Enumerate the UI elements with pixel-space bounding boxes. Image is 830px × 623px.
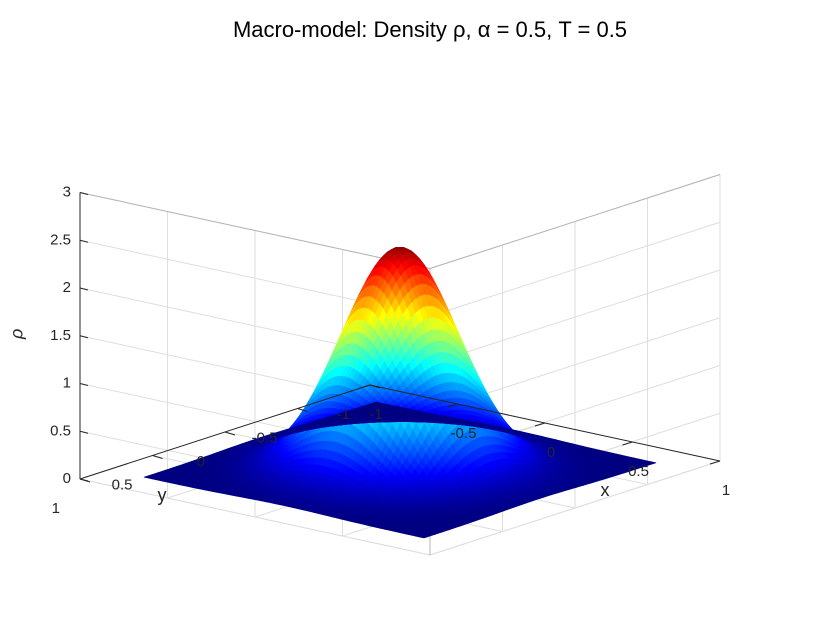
box-edge	[429, 174, 721, 269]
z-tick-label: 0	[63, 470, 71, 487]
x-tick-mark	[709, 460, 721, 465]
y-axis-label: y	[158, 485, 167, 505]
z-tick-label: 1.5	[50, 327, 71, 344]
z-axis-label: ρ	[7, 329, 27, 340]
x-tick-label: 0	[547, 444, 555, 461]
x-tick-mark	[622, 441, 633, 446]
box-edge	[79, 192, 431, 269]
x-tick-label: -0.5	[451, 425, 477, 442]
x-tick-label: 0.5	[628, 463, 649, 480]
surface-layer	[143, 247, 657, 539]
z-tick-label: 0.5	[50, 422, 71, 439]
y-tick-label: 0.5	[112, 476, 133, 493]
y-tick-label: -1	[337, 406, 350, 423]
y-tick-label: 0	[197, 453, 205, 470]
x-tick-label: -1	[369, 406, 382, 423]
x-axis-label: x	[601, 480, 610, 500]
y-tick-label: 1	[52, 500, 60, 517]
y-tick-label: -0.5	[252, 429, 278, 446]
side-wall-gridline-z	[429, 460, 721, 556]
x-tick-label: 1	[722, 482, 730, 499]
z-tick-label: 2.5	[50, 231, 71, 248]
side-wall-gridline-z	[429, 221, 721, 317]
back-wall-gridline-z	[79, 478, 431, 556]
side-wall-gridline-z	[429, 269, 721, 365]
z-tick-label: 3	[63, 183, 71, 200]
chart-title: Macro-model: Density ρ, α = 0.5, T = 0.5	[233, 17, 627, 42]
z-tick-label: 2	[63, 279, 71, 296]
z-tick-label: 1	[63, 374, 71, 391]
